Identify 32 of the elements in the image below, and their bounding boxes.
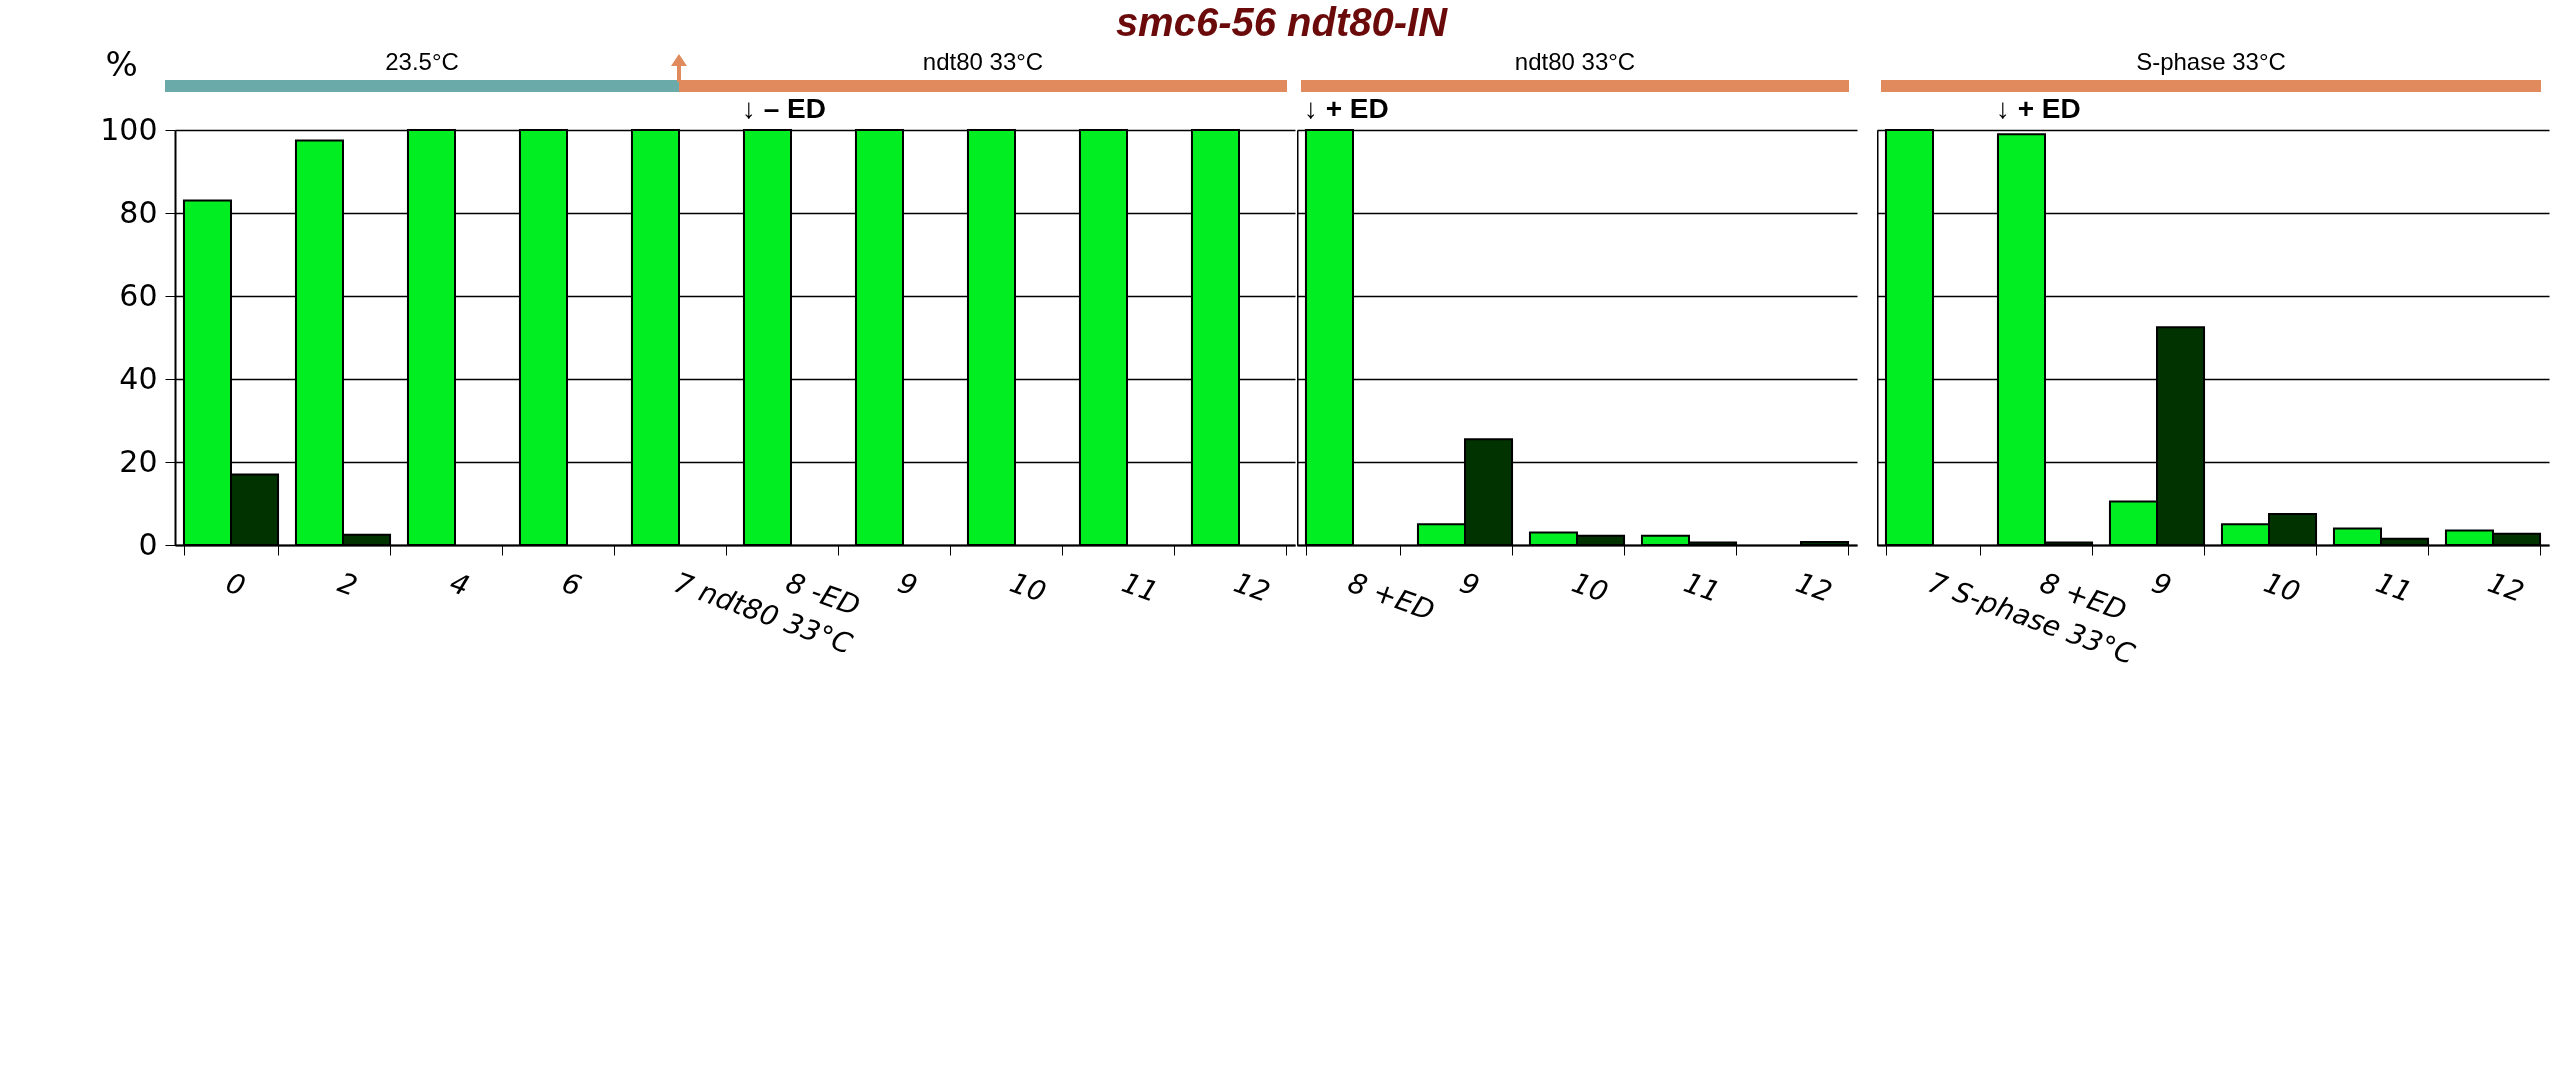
text: 23.5°C xyxy=(385,48,459,76)
x-tick-label: 12 xyxy=(1229,565,1275,609)
x-tick-label: 11 xyxy=(1679,565,1725,609)
y-tick-label: 60 xyxy=(119,277,158,313)
x-tick-label: 11 xyxy=(2371,565,2417,609)
x-tick-label: 8 +ED xyxy=(1343,565,1439,628)
x-tick-label: 0 xyxy=(221,565,250,603)
x-tick-label: 4 xyxy=(445,565,474,603)
x-tick-label: 10 xyxy=(1567,565,1613,609)
text: ndt80 33°C xyxy=(922,48,1044,76)
y-tick-label: 20 xyxy=(119,443,158,479)
text: S-phase 33°C xyxy=(2136,48,2286,76)
x-tick-label: 9 xyxy=(893,565,922,603)
text: ndt80 33°C xyxy=(1514,48,1636,76)
y-tick-label: 40 xyxy=(119,360,158,396)
chart-title: smc6-56 ndt80-IN xyxy=(1115,0,1448,44)
x-tick-label: 6 xyxy=(557,565,586,603)
y-tick-label: 0 xyxy=(138,526,158,562)
x-tick-label: 10 xyxy=(2259,565,2305,609)
x-tick-label: 12 xyxy=(2483,565,2529,609)
x-tick-label: 10 xyxy=(1005,565,1051,609)
x-tick-label: 12 xyxy=(1791,565,1837,609)
y-tick-label: 100 xyxy=(100,111,158,147)
x-tick-label: 9 xyxy=(2147,565,2176,603)
annotation: ↓ + ED xyxy=(1303,93,1389,124)
x-tick-label: 9 xyxy=(1455,565,1484,603)
annotation: ↓ + ED xyxy=(1995,93,2081,124)
x-tick-label: 2 xyxy=(333,565,362,603)
annotation: ↓ – ED xyxy=(741,93,826,124)
x-tick-label: 11 xyxy=(1117,565,1163,609)
y-tick-label: 80 xyxy=(119,194,158,230)
y-axis-title: % xyxy=(105,43,138,84)
